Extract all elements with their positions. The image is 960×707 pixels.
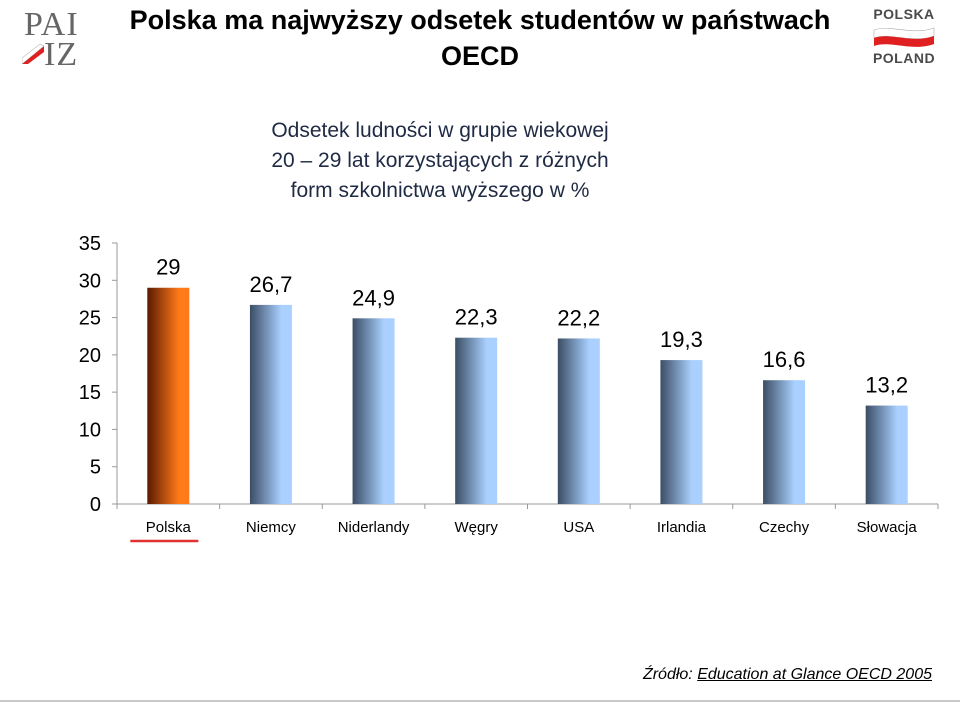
chart-title-line-2: 20 – 29 lat korzystających z różnych: [271, 149, 609, 172]
chart-title: Odsetek ludności w grupie wiekowej 20 – …: [230, 116, 650, 206]
logo-right-line2: POLAND: [872, 50, 936, 66]
y-tick-label: 30: [79, 270, 101, 292]
source-text: Education at Glance OECD 2005: [697, 666, 932, 683]
y-tick-label: 10: [79, 419, 101, 441]
bar-chart: 0 5 10 15 20 25 30 35 29 Polska 26,7 Niemcy 24,9 Nide…: [79, 233, 939, 543]
x-category-label: USA: [563, 519, 594, 536]
y-tick-label: 20: [79, 345, 101, 367]
data-label: 16,6: [763, 347, 806, 372]
source-prefix: Źródło:: [642, 666, 693, 683]
bar-niderlandy: [352, 318, 395, 504]
data-label: 13,2: [865, 373, 908, 398]
data-label: 26,7: [250, 272, 293, 297]
chart-title-line-3: form szkolnictwa wyższego w %: [290, 179, 590, 202]
logo-left-line1: PAI: [24, 6, 79, 43]
source-note: Źródło: Education at Glance OECD 2005: [560, 666, 932, 684]
bar-irlandia: [660, 360, 703, 504]
x-category-label: Czechy: [759, 519, 810, 536]
bar-czechy: [763, 380, 806, 504]
y-tick-label: 0: [90, 494, 101, 516]
data-label: 22,3: [455, 305, 498, 330]
polish-flag-wave-icon: [873, 27, 935, 47]
page-title: Polska ma najwyższy odsetek studentów w …: [129, 5, 831, 71]
bar-słowacja: [865, 405, 908, 504]
y-tick-label: 35: [79, 233, 101, 255]
x-category-label: Niemcy: [246, 519, 297, 536]
bar-polska: [147, 287, 190, 504]
data-label: 24,9: [352, 285, 395, 310]
data-label: 19,3: [660, 327, 703, 352]
y-tick-label: 15: [79, 382, 101, 404]
x-category-label: Irlandia: [657, 519, 707, 536]
data-label: 29: [156, 255, 180, 280]
polska-poland-logo: POLSKA POLAND: [866, 4, 942, 66]
x-category-label: Węgry: [455, 519, 499, 536]
x-category-label: Niderlandy: [338, 519, 410, 536]
polish-flag-icon: [21, 42, 45, 65]
logo-right-line1: POLSKA: [873, 6, 935, 22]
paiiz-logo: PAI IZ: [21, 6, 100, 73]
bar-usa: [557, 338, 600, 504]
x-category-label: Polska: [146, 519, 192, 536]
y-tick-label: 25: [79, 308, 101, 330]
bar-węgry: [455, 337, 498, 504]
bar-niemcy: [249, 304, 292, 504]
x-category-label: Słowacja: [857, 519, 918, 536]
y-tick-label: 5: [90, 457, 101, 479]
logo-left-line2: IZ: [44, 36, 79, 73]
chart-title-line-1: Odsetek ludności w grupie wiekowej: [271, 119, 609, 142]
data-label: 22,2: [557, 305, 600, 330]
footer-divider: [0, 700, 960, 702]
